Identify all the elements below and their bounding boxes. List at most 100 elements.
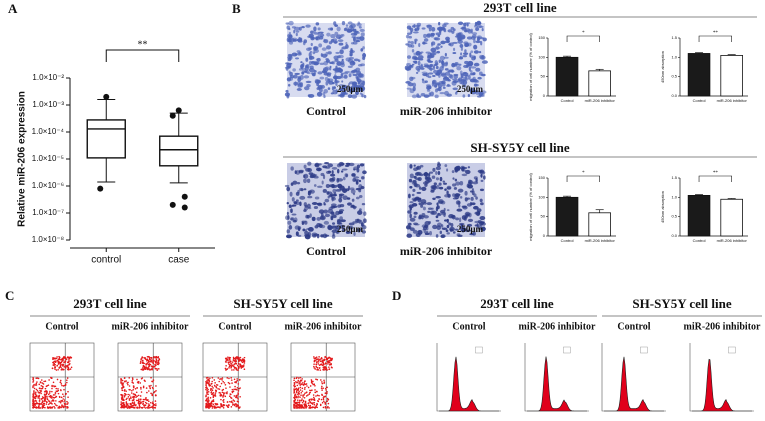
y-tick-label: 0	[543, 93, 546, 98]
event	[128, 407, 131, 409]
event	[211, 407, 214, 409]
event	[233, 400, 236, 402]
box	[159, 135, 199, 167]
event	[320, 379, 322, 381]
cell	[460, 34, 466, 40]
event	[225, 387, 227, 389]
cell	[477, 76, 482, 80]
cell	[324, 162, 330, 165]
cell	[452, 183, 457, 187]
event	[224, 357, 227, 360]
axes	[524, 343, 589, 412]
cell	[287, 220, 292, 225]
cell	[334, 58, 339, 62]
event	[312, 402, 314, 404]
cell	[438, 28, 442, 34]
cell	[405, 34, 410, 39]
cell	[480, 173, 483, 178]
event	[134, 393, 137, 396]
event	[207, 404, 210, 406]
cell	[466, 223, 473, 227]
event	[121, 383, 123, 385]
cell	[325, 183, 330, 189]
event	[51, 387, 53, 390]
event	[135, 404, 137, 406]
event	[142, 403, 144, 405]
event	[304, 386, 306, 389]
event	[46, 397, 48, 399]
cell	[328, 41, 333, 45]
event	[235, 368, 238, 371]
cell	[345, 231, 350, 235]
event	[33, 387, 36, 390]
event	[41, 406, 44, 408]
cell	[288, 225, 293, 230]
cell	[469, 190, 474, 193]
cell	[295, 231, 299, 236]
event	[130, 397, 132, 400]
cell	[284, 184, 290, 188]
cell	[345, 42, 348, 45]
event	[135, 399, 138, 402]
event	[224, 383, 227, 386]
event	[236, 405, 238, 407]
event	[44, 395, 47, 397]
cell	[412, 31, 419, 34]
event	[151, 386, 154, 389]
cell	[416, 93, 420, 97]
legend-box	[640, 346, 648, 354]
cell	[424, 80, 428, 83]
x-tick-label: miR-206 inhibitor	[717, 98, 748, 103]
cell	[421, 78, 425, 81]
event	[323, 382, 325, 384]
event	[131, 379, 134, 382]
cell	[330, 203, 337, 207]
cell	[475, 27, 480, 32]
cell	[475, 177, 478, 183]
event	[302, 396, 304, 398]
event	[142, 386, 145, 389]
event	[309, 385, 312, 387]
y-tick-label: 100	[538, 54, 545, 59]
event	[317, 358, 320, 360]
event	[214, 395, 216, 397]
image-caption: miR-206 inhibitor	[400, 244, 493, 258]
caption: miR-206 inhibitor	[112, 321, 190, 332]
cell	[411, 94, 417, 99]
cell	[473, 83, 478, 87]
event	[63, 405, 65, 408]
event	[214, 382, 216, 384]
cell	[309, 189, 315, 194]
event	[54, 368, 56, 370]
event	[301, 387, 304, 390]
cell	[297, 40, 303, 43]
cell	[412, 188, 416, 193]
event	[139, 400, 141, 403]
event	[228, 357, 231, 360]
event	[299, 399, 301, 402]
cell	[307, 195, 313, 199]
event	[318, 394, 320, 397]
event	[220, 398, 222, 401]
event	[298, 377, 300, 379]
bar	[687, 194, 711, 237]
cell	[407, 44, 413, 48]
cell	[345, 24, 349, 27]
x-tick-label: miR-206 inhibitor	[585, 98, 616, 103]
cell	[458, 203, 461, 208]
cell	[434, 60, 438, 66]
event	[210, 393, 213, 396]
y-axis-label: Relative miR-206 expression	[17, 91, 28, 227]
event	[236, 378, 238, 380]
cell	[291, 213, 297, 216]
event	[40, 379, 43, 381]
cell	[327, 225, 333, 231]
event	[313, 357, 316, 360]
event	[62, 364, 65, 366]
event	[323, 369, 325, 371]
event	[240, 365, 243, 367]
event	[235, 366, 237, 369]
cell	[332, 232, 335, 236]
event	[34, 404, 36, 407]
cell	[440, 234, 446, 238]
